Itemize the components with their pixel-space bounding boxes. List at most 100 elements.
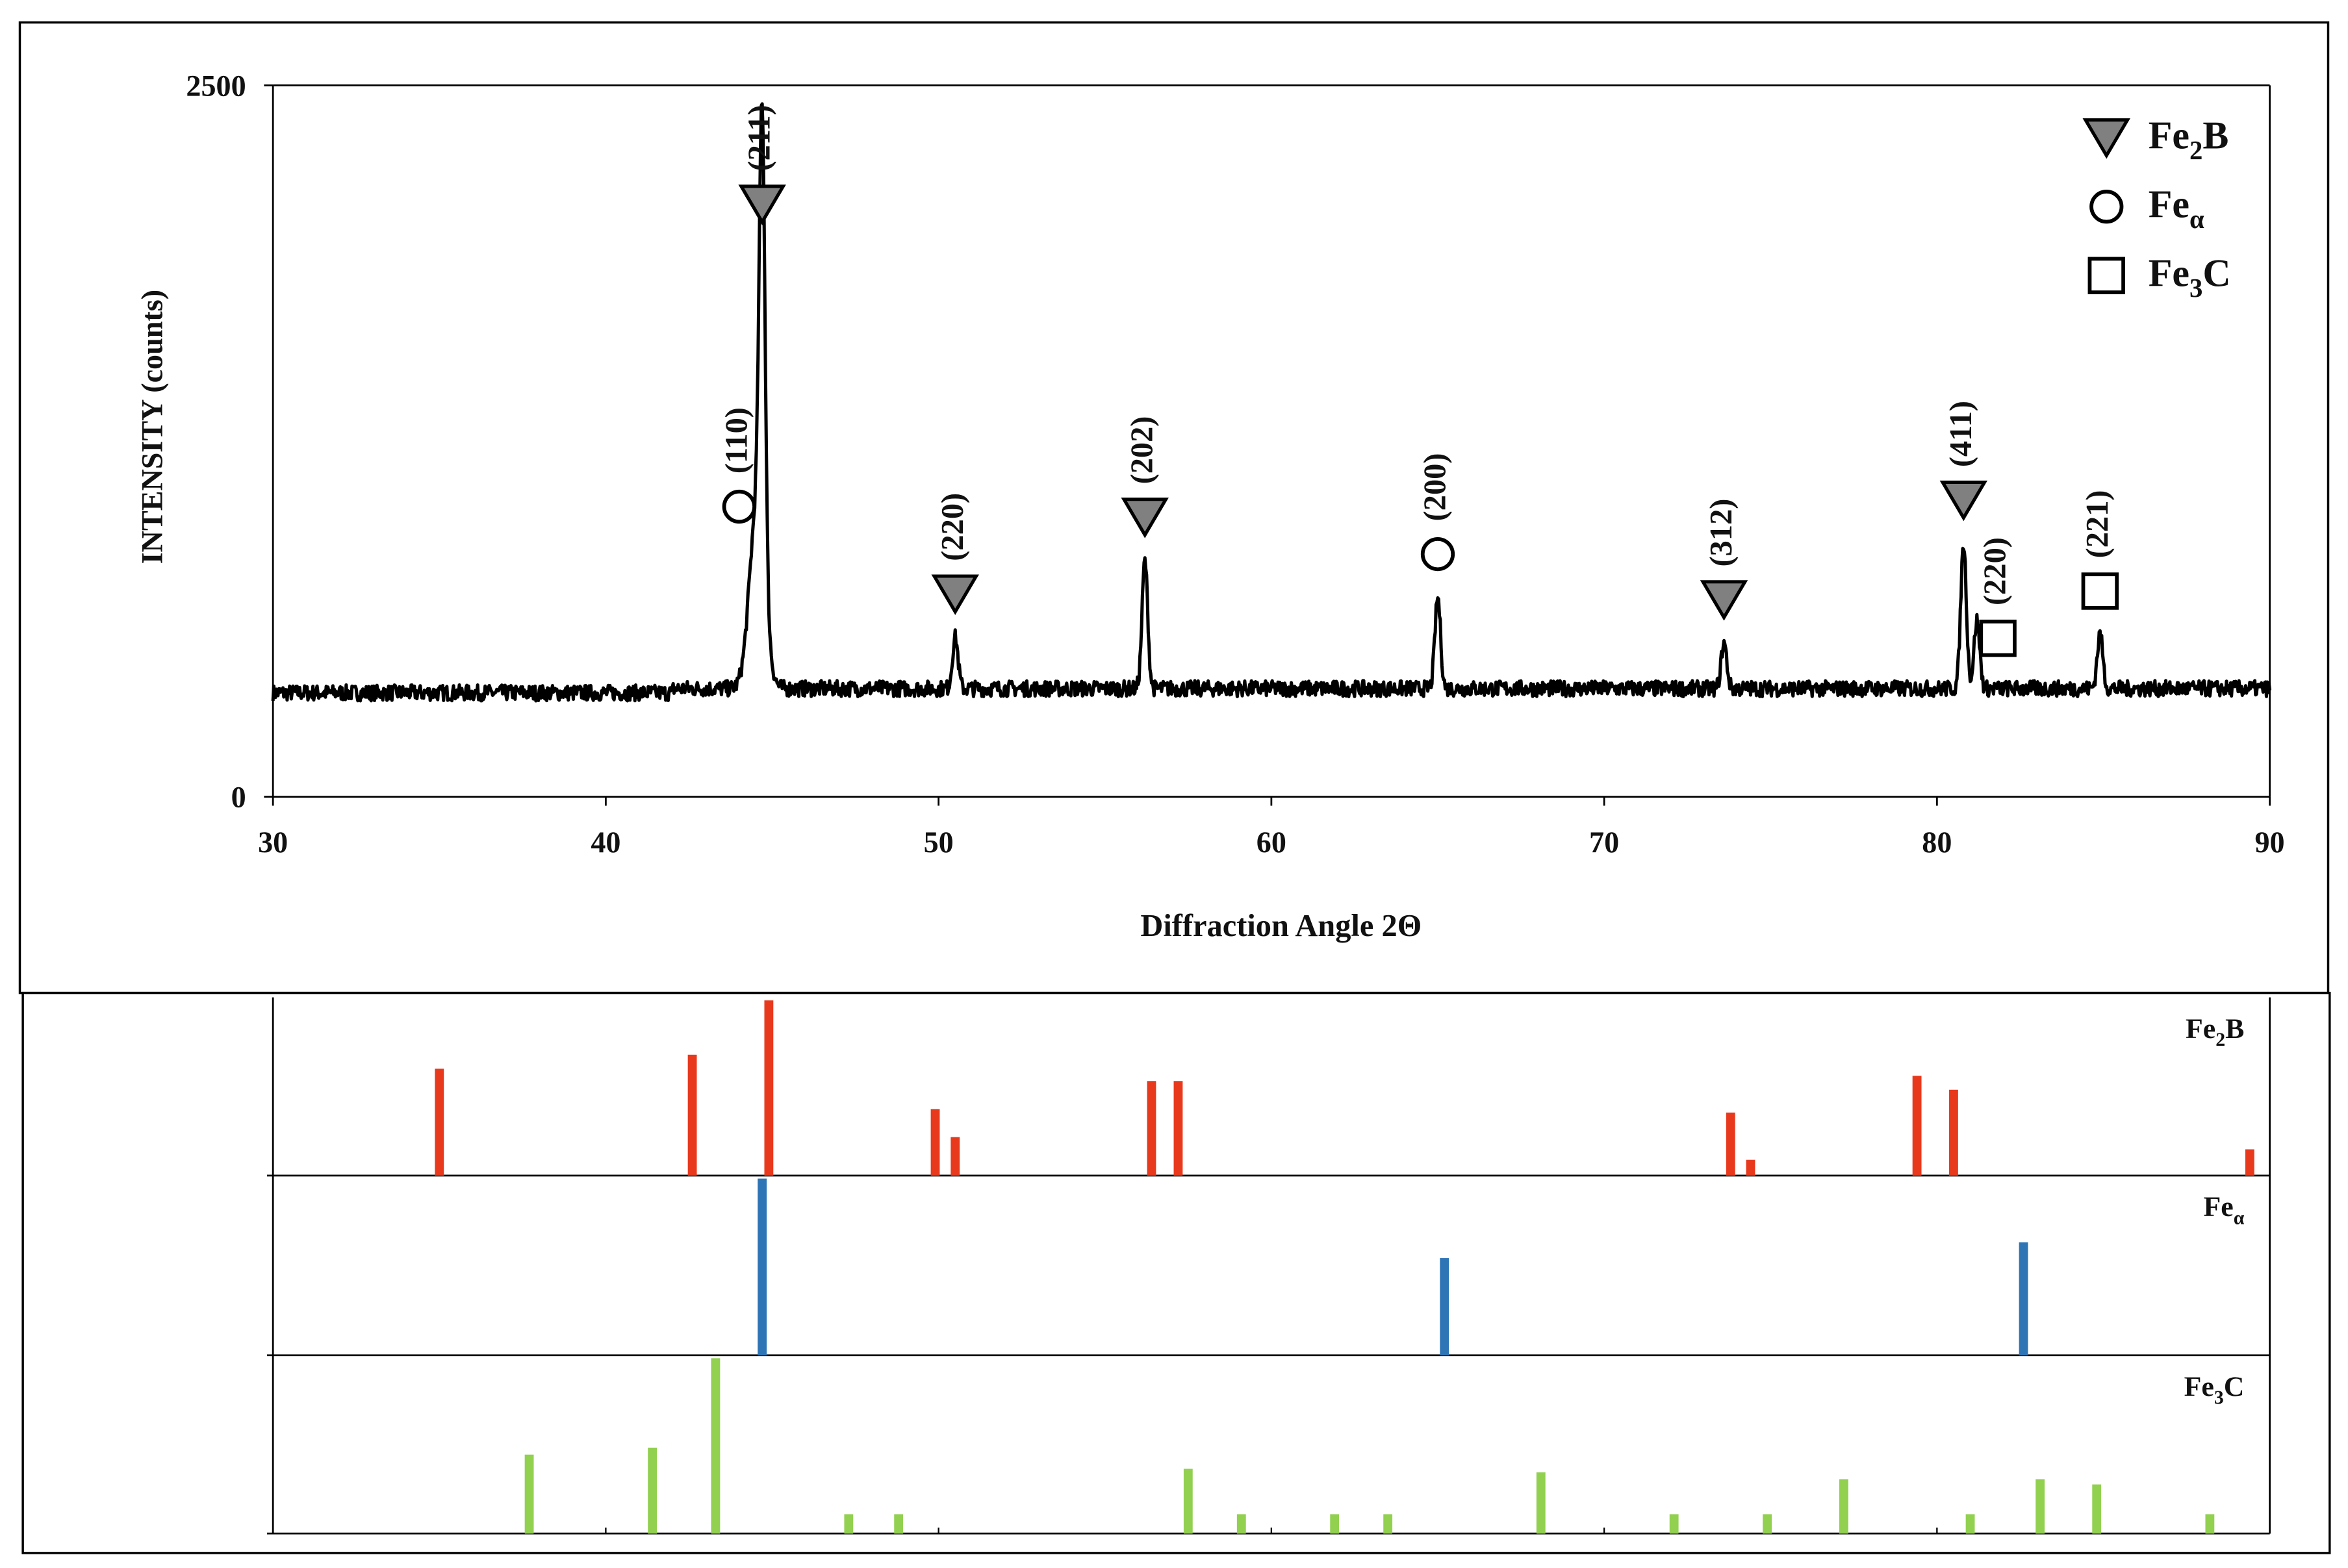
reference-stick — [1965, 1514, 1975, 1534]
fe-alpha-circle-marker — [722, 489, 756, 524]
reference-phase-label: Fe3C — [2184, 1371, 2245, 1408]
reference-phase-label: Feα — [2204, 1191, 2245, 1228]
legend-label-main: Fe — [2149, 251, 2189, 294]
reference-stick — [435, 1069, 444, 1176]
legend-label: Fe3C — [2149, 251, 2231, 303]
x-tick-label: 40 — [591, 826, 620, 859]
fe2b-triangle-marker — [1121, 498, 1169, 538]
reference-stick — [524, 1454, 534, 1534]
x-tick-label: 70 — [1589, 826, 1619, 859]
legend-marker-fe3c — [2087, 257, 2125, 294]
reference-phase-label-main: Fe — [2204, 1191, 2234, 1222]
reference-phase-label-sub: α — [2234, 1207, 2245, 1228]
legend-label-main: Fe — [2149, 183, 2189, 225]
fe-alpha-circle-marker — [1420, 537, 1455, 572]
fe3c-square-marker — [2081, 572, 2119, 610]
legend-label-sub: 3 — [2189, 273, 2202, 303]
reference-stick — [1912, 1076, 1922, 1176]
legend-marker-fe2b — [2082, 118, 2130, 159]
reference-phase-label-sub: 3 — [2214, 1387, 2224, 1408]
peak-marker-group: (211) (110) (220) (202) (200) (312) (411) (220)… — [719, 105, 2119, 657]
x-tick-label: 90 — [2255, 826, 2285, 859]
reference-stick — [1746, 1159, 1755, 1176]
fe2b-triangle-marker — [1700, 580, 1748, 621]
reference-phase-label-sub: 2 — [2215, 1029, 2225, 1050]
reference-stick — [711, 1358, 721, 1534]
reference-stick — [1383, 1514, 1393, 1534]
reference-panel-1: Fe2B — [266, 1000, 2270, 1177]
reference-phase-label-tail: B — [2225, 1013, 2244, 1044]
xrd-pattern-line — [271, 102, 2272, 703]
legend-label-tail: C — [2202, 251, 2230, 294]
reference-stick — [844, 1514, 854, 1534]
reference-stick — [1669, 1514, 1679, 1534]
reference-stick — [1236, 1514, 1246, 1534]
y-tick-group: 0 2500 — [186, 70, 274, 814]
reference-stick — [1763, 1514, 1772, 1534]
reference-phase-label-main: Fe — [2186, 1013, 2215, 1044]
reference-stick — [951, 1137, 960, 1176]
reference-stick — [1839, 1479, 1848, 1534]
reference-stick — [1330, 1514, 1340, 1534]
peak-label: (312) — [1704, 499, 1739, 567]
reference-stick — [1726, 1112, 1735, 1176]
legend-label-main: Fe — [2149, 114, 2189, 157]
reference-panel-2: Feα — [266, 1178, 2270, 1356]
reference-stick — [648, 1447, 657, 1534]
y-tick-label: 2500 — [186, 70, 246, 103]
x-tick-label: 30 — [258, 826, 288, 859]
reference-stick — [2205, 1514, 2215, 1534]
fe2b-triangle-marker — [738, 184, 786, 225]
x-axis-title: Diffraction Angle 2Θ — [1140, 909, 1422, 943]
reference-stick — [758, 1178, 767, 1356]
xrd-plot: 30 40 50 60 70 80 90 0 2500 (211) (110) (220) (202… — [136, 70, 2285, 943]
fe3c-square-marker — [1979, 619, 2017, 657]
peak-label: (411) — [1944, 401, 1978, 467]
legend-label: Fe2B — [2149, 114, 2229, 165]
reference-stick — [687, 1054, 697, 1176]
y-tick-label: 0 — [231, 781, 246, 814]
reference-stick — [2092, 1484, 2102, 1534]
reference-phase-label-main: Fe — [2184, 1371, 2214, 1402]
reference-stick — [1440, 1258, 1449, 1356]
reference-phase-label: Fe2B — [2186, 1013, 2244, 1050]
legend-item: Fe3C — [2087, 251, 2231, 303]
reference-phase-label-tail: C — [2224, 1371, 2245, 1402]
legend-label-sub: 2 — [2189, 136, 2202, 165]
legend-item: Feα — [2089, 183, 2204, 234]
reference-stick — [1536, 1472, 1546, 1534]
legend-label-sub: α — [2189, 205, 2204, 234]
peak-label: (202) — [1125, 416, 1160, 485]
peak-label: (220) — [1978, 537, 2013, 605]
peak-label: (220) — [936, 493, 970, 561]
x-tick-label: 60 — [1257, 826, 1286, 859]
reference-stick — [2035, 1479, 2045, 1534]
legend-marker-fea — [2089, 190, 2124, 224]
xrd-panel-frame — [18, 21, 2330, 994]
reference-stick — [1147, 1081, 1156, 1176]
reference-panel-3: Fe3C — [266, 1358, 2270, 1535]
reference-stick — [2245, 1149, 2254, 1176]
x-tick-label: 80 — [1922, 826, 1952, 859]
legend-label-tail: B — [2202, 114, 2228, 157]
reference-stick — [1949, 1089, 1958, 1176]
x-tick-label: 50 — [924, 826, 954, 859]
reference-stick — [764, 1000, 774, 1176]
y-axis-title: INTENSITY (counts) — [136, 290, 169, 564]
reference-stick — [2019, 1242, 2028, 1356]
reference-panel-frame — [21, 991, 2331, 1554]
reference-stick — [1183, 1469, 1193, 1534]
reference-stick — [930, 1109, 940, 1176]
fe2b-triangle-marker — [931, 574, 979, 615]
legend-item: Fe2B — [2082, 114, 2229, 165]
peak-label: (110) — [719, 407, 754, 474]
peak-label: (200) — [1418, 453, 1453, 522]
reference-stick — [1173, 1081, 1183, 1176]
x-tick-group: 30 40 50 60 70 80 90 — [258, 796, 2285, 859]
fe2b-triangle-marker — [1939, 480, 1988, 522]
peak-label: (211) — [743, 105, 777, 171]
reference-stick — [894, 1514, 904, 1534]
legend-label: Feα — [2149, 183, 2204, 234]
